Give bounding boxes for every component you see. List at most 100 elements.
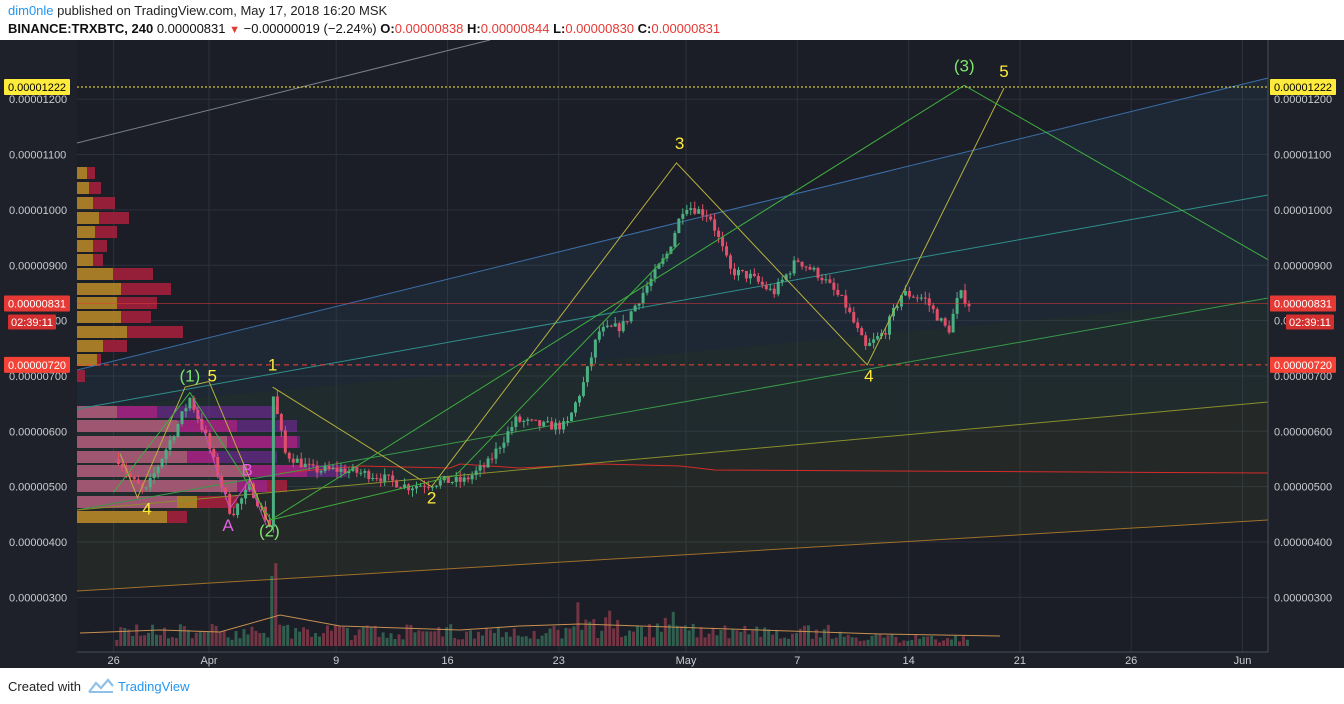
- volume-bar-41: [278, 624, 282, 646]
- candle-body-42: [283, 430, 287, 453]
- volume-bar-200: [910, 639, 914, 646]
- candle-body-130: [633, 305, 637, 312]
- y-tick-right-0: 0.00000300: [1274, 592, 1332, 604]
- volume-bar-179: [826, 624, 830, 646]
- x-tick-4: 23: [553, 655, 565, 667]
- tradingview-brand[interactable]: TradingView: [118, 679, 190, 694]
- candle-body-192: [880, 333, 884, 337]
- volume-bar-125: [612, 628, 616, 646]
- chart-area[interactable]: (1) 5 1 4 A B (2) 2 3 4 (3) 5 0.00000300 0.00000300 0…: [0, 40, 1344, 668]
- tradingview-logo-icon[interactable]: [88, 678, 114, 694]
- volume-bar-48: [306, 629, 310, 646]
- volume-bar-198: [902, 640, 906, 646]
- volume-bar-91: [477, 631, 481, 646]
- volume-bar-32: [242, 629, 246, 646]
- volume-bar-166: [775, 629, 779, 646]
- vp-purple-6: [77, 496, 177, 508]
- channel-line-5: [76, 519, 1269, 592]
- volume-bar-27: [222, 630, 226, 646]
- volume-bar-85: [453, 637, 457, 646]
- candle-body-124: [609, 325, 613, 327]
- time-axis[interactable]: 26 Apr 9 16 23 May 7 14 21 26 Jun: [77, 651, 1268, 667]
- volume-bar-16: [178, 624, 182, 646]
- volume-bar-124: [608, 610, 612, 646]
- volume-bar-107: [540, 635, 544, 646]
- vp-down-11: [127, 326, 183, 338]
- volume-bar-201: [914, 635, 918, 646]
- candle-body-105: [534, 419, 538, 421]
- candle-body-186: [856, 322, 860, 329]
- candle-body-143: [685, 209, 689, 214]
- symbol-name[interactable]: BINANCE:TRXBTC, 240: [8, 21, 154, 36]
- vp-purple-0: [77, 406, 277, 418]
- volume-bar-185: [850, 637, 854, 646]
- volume-bar-23: [206, 631, 210, 646]
- volume-bars: [79, 563, 1001, 646]
- price-change: −0.00000019 (−2.24%): [243, 21, 377, 36]
- volume-bar-90: [473, 638, 477, 646]
- candle-body-131: [637, 303, 641, 306]
- volume-bar-108: [544, 633, 548, 646]
- candle-body-46: [299, 458, 303, 468]
- candle-body-154: [729, 255, 733, 269]
- vp-down-2: [93, 197, 115, 209]
- candle-body-98: [506, 431, 510, 443]
- volume-bar-137: [659, 631, 663, 646]
- volume-bar-35: [254, 630, 258, 646]
- y-tick-right-9: 0.00001200: [1274, 94, 1332, 106]
- candle-body-104: [530, 419, 534, 421]
- candle-body-72: [403, 484, 407, 489]
- volume-bar-5: [135, 624, 139, 646]
- wave-line-4: [192, 397, 267, 526]
- candle-body-12: [164, 449, 168, 459]
- candle-body-25: [216, 457, 220, 477]
- y-tick-right-4: 0.00000700: [1274, 371, 1332, 383]
- candle-body-7: [144, 487, 148, 489]
- candle-body-155: [732, 268, 736, 276]
- volume-bar-169: [787, 638, 791, 646]
- candle-body-187: [860, 328, 864, 336]
- volume-bar-77: [421, 631, 425, 646]
- low-value: 0.00000830: [565, 21, 635, 36]
- candle-body-54: [331, 467, 335, 469]
- candle-body-14: [172, 436, 176, 441]
- volume-bar-72: [401, 639, 405, 646]
- volume-bar-177: [818, 637, 822, 646]
- price-axis[interactable]: 0.00000300 0.00000300 0.00000400 0.00000400…: [9, 40, 1332, 652]
- volume-bar-190: [870, 635, 874, 646]
- author-link[interactable]: dim0nle: [8, 3, 54, 18]
- volume-bar-147: [699, 627, 703, 646]
- candle-body-140: [673, 232, 677, 247]
- volume-bar-93: [484, 627, 488, 646]
- vp-down-8: [121, 283, 171, 295]
- vp-down-3: [99, 212, 129, 224]
- candle-body-83: [446, 476, 450, 483]
- volume-bar-167: [779, 638, 783, 646]
- candle-body-4: [132, 476, 136, 480]
- candle-body-136: [657, 263, 661, 269]
- volume-bar-199: [906, 640, 910, 646]
- volume-bar-157: [739, 631, 743, 646]
- price-tag-right-1: [1270, 295, 1336, 312]
- candle-body-96: [498, 447, 502, 449]
- created-with-text: Created with: [8, 679, 81, 694]
- vp-up-7: [77, 268, 113, 280]
- candle-body-23: [208, 433, 212, 449]
- candle-body-99: [510, 426, 514, 432]
- candle-body-212: [959, 290, 963, 298]
- volume-bar-163: [763, 627, 767, 646]
- volume-bar-26: [218, 631, 222, 646]
- volume-bar-123: [604, 617, 608, 646]
- countdown-text-left: 02:39:11: [11, 317, 53, 329]
- volume-bar-21: [198, 631, 202, 646]
- candle-body-159: [748, 273, 752, 279]
- candle-body-37: [263, 506, 267, 520]
- candle-body-213: [963, 290, 967, 304]
- vp-up-4: [77, 226, 95, 238]
- volume-bar-95: [492, 632, 496, 646]
- price-tag-text-right-1: 0.00000831: [1274, 298, 1332, 310]
- vp-down-5: [93, 240, 107, 252]
- volume-bar-188: [862, 640, 866, 646]
- volume-bar-209: [946, 638, 950, 646]
